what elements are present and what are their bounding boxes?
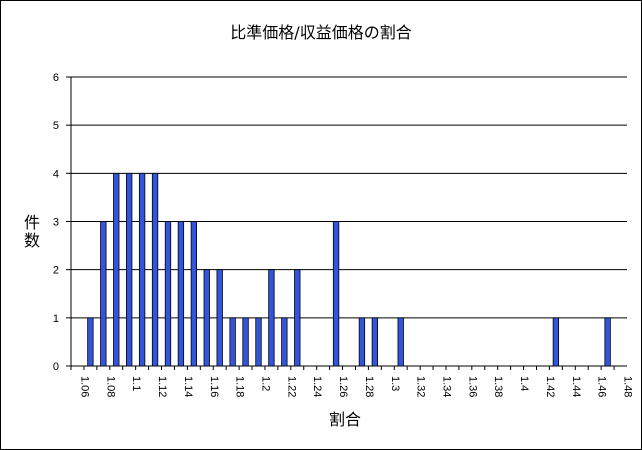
y-tick-label: 1 xyxy=(53,313,59,325)
x-tick-label: 1.36 xyxy=(466,376,478,397)
x-tick-label: 1.4 xyxy=(518,376,530,391)
y-tick-label: 5 xyxy=(53,120,59,132)
y-tick-label: 4 xyxy=(53,168,59,180)
bar xyxy=(138,172,146,367)
x-tick-label: 1.16 xyxy=(208,376,220,397)
bar xyxy=(203,269,210,367)
bar xyxy=(358,317,366,367)
x-tick-label: 1.18 xyxy=(234,376,246,397)
bar xyxy=(87,317,94,367)
bar xyxy=(294,269,301,367)
x-tick-label: 1.42 xyxy=(544,376,556,397)
x-axis-label: 割合 xyxy=(329,410,361,429)
y-tick-label: 6 xyxy=(53,72,59,84)
bar xyxy=(100,221,107,367)
x-tick-label: 1.24 xyxy=(311,376,323,397)
y-tick-label: 2 xyxy=(53,265,59,277)
y-tick-label: 3 xyxy=(53,217,59,229)
bar xyxy=(113,172,120,367)
y-tick-label: 0 xyxy=(53,361,59,373)
x-tick-label: 1.28 xyxy=(363,376,375,397)
y-axis-label: 件数 xyxy=(24,213,40,250)
x-tick-label: 1.44 xyxy=(570,376,582,397)
y-axis-label-char: 件 xyxy=(24,213,40,232)
bar xyxy=(177,221,185,367)
bar xyxy=(268,269,275,367)
x-tick-label: 1.14 xyxy=(182,376,194,397)
bar xyxy=(242,317,249,367)
bar xyxy=(151,172,159,367)
bar xyxy=(255,317,262,367)
bar xyxy=(397,317,404,367)
bar xyxy=(371,317,379,367)
x-tick-label: 1.08 xyxy=(104,376,116,397)
bar xyxy=(216,269,223,367)
bar xyxy=(332,221,340,367)
x-tick-label: 1.06 xyxy=(78,376,90,397)
chart-title: 比準価格/収益価格の割合 xyxy=(230,23,411,42)
x-tick-label: 1.2 xyxy=(259,376,271,391)
bar xyxy=(281,317,288,367)
bar xyxy=(229,317,236,367)
x-tick-label: 1.1 xyxy=(130,376,142,391)
x-tick-label: 1.12 xyxy=(156,376,168,397)
x-tick-label: 1.34 xyxy=(441,376,453,397)
x-tick-label: 1.22 xyxy=(285,376,297,397)
x-tick-label: 1.46 xyxy=(596,376,608,397)
x-tick-label: 1.38 xyxy=(492,376,504,397)
plot-area: 0 1 2 3 4 5 6 1.06 1.08 1.1 1.12 1.14 1.16 1.18 1.2 1.2… xyxy=(53,72,634,397)
bar xyxy=(604,317,611,367)
x-tick-label: 1.48 xyxy=(622,376,634,397)
x-tick-label: 1.32 xyxy=(415,376,427,397)
bar xyxy=(126,172,133,367)
y-axis-label-char: 数 xyxy=(24,231,40,250)
bar xyxy=(552,317,560,367)
bar xyxy=(190,221,197,367)
bar xyxy=(164,221,172,367)
x-tick-label: 1.3 xyxy=(389,376,401,391)
x-tick-label: 1.26 xyxy=(337,376,349,397)
